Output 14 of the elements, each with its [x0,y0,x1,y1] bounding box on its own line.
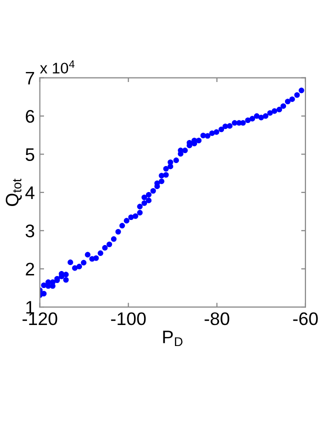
y-tick-label: 3 [26,224,34,238]
y-tick-label: 6 [26,110,34,123]
text: x 10$^{4}$ [40,60,74,74]
x-tick-label: -80 [204,312,230,326]
y-axis-title: Q$_{tot}$ [6,178,22,206]
x-axis-title: P$_{D}$ [163,330,182,346]
y-tick-label: 1 [26,301,34,314]
y-tick-label: 5 [26,148,34,161]
x-tick-label: -120 [22,312,58,326]
x-tick-label: -60 [293,312,318,326]
y-tick-label: 4 [25,186,34,199]
y-tick-label: 7 [26,72,34,84]
y-tick-label: 2 [26,262,34,276]
x-tick-label: -100 [111,312,146,326]
